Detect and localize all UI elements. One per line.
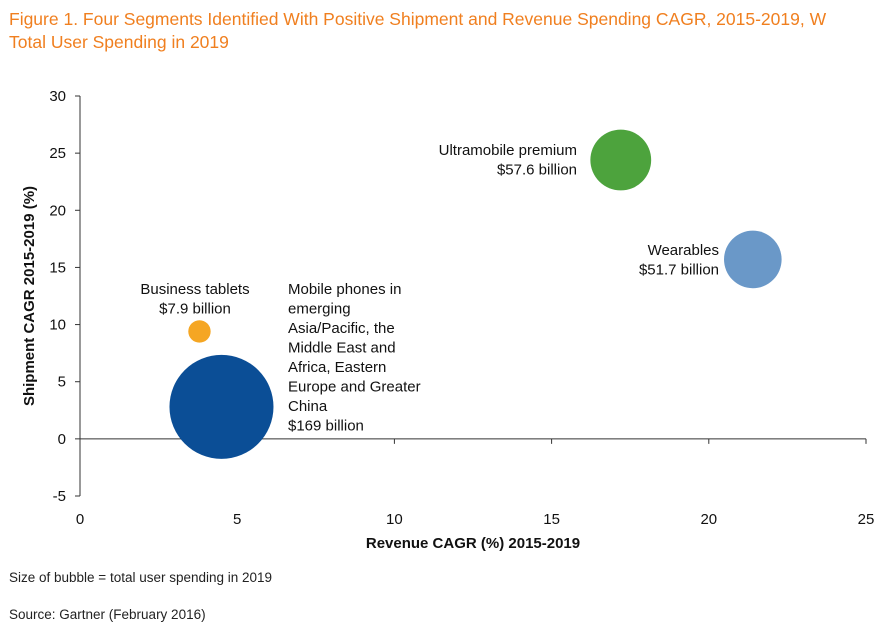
x-tick-label: 0 — [76, 511, 84, 528]
bubble-label-line: Wearables — [648, 242, 719, 259]
bubble-label-line: Business tablets — [140, 281, 249, 298]
bubble-label-line: $169 billion — [288, 418, 364, 435]
x-tick-label: 5 — [233, 511, 241, 528]
y-axis-title: Shipment CAGR 2015-2019 (%) — [21, 186, 38, 406]
y-tick-label: 20 — [49, 202, 66, 219]
y-tick-label: 15 — [49, 259, 66, 276]
bubble — [188, 320, 211, 343]
bubble-label-line: $57.6 billion — [497, 162, 577, 179]
bubble-label-line: Middle East and — [288, 340, 396, 357]
bubble-label-line: Africa, Eastern — [288, 359, 386, 376]
y-tick-label: 5 — [58, 374, 66, 391]
x-axis-title: Revenue CAGR (%) 2015-2019 — [366, 535, 580, 552]
bubble-labels: Business tablets $7.9 billion Mobile phone… — [140, 142, 719, 435]
y-tick-label: 25 — [49, 145, 66, 162]
bubble-label-line: China — [288, 398, 328, 415]
bubble — [169, 354, 274, 459]
bubble-label-line: Ultramobile premium — [439, 142, 577, 159]
bubbles — [169, 129, 782, 459]
bubble-label: Wearables $51.7 billion — [639, 242, 719, 279]
bubble-label: Business tablets $7.9 billion — [140, 281, 249, 318]
bubble-label: Mobile phones in emerging Asia/Pacific, th… — [288, 281, 421, 435]
bubble-size-note: Size of bubble = total user spending in … — [9, 570, 273, 585]
chart-title-line-2: Total User Spending in 2019 — [9, 32, 229, 52]
bubble-label: Ultramobile premium $57.6 billion — [439, 142, 577, 179]
bubble — [724, 230, 782, 289]
chart-title: Figure 1. Four Segments Identified With … — [9, 8, 893, 54]
bubble-label-line: emerging — [288, 301, 351, 318]
x-tick-label: 10 — [386, 511, 403, 528]
bubble-label-line: $7.9 billion — [159, 301, 231, 318]
x-tick-label: 15 — [543, 511, 560, 528]
source-note: Source: Gartner (February 2016) — [9, 607, 206, 622]
x-tick-label: 20 — [700, 511, 717, 528]
y-tick-label: 0 — [58, 431, 66, 448]
bubble-label-line: Europe and Greater — [288, 379, 421, 396]
chart-title-line-1: Figure 1. Four Segments Identified With … — [9, 9, 827, 29]
bubble — [590, 129, 652, 191]
y-tick-label: 30 — [49, 88, 66, 105]
bubble-label-line: Asia/Pacific, the — [288, 320, 395, 337]
y-tick-label: -5 — [53, 488, 66, 505]
x-tick-label: 25 — [858, 511, 875, 528]
y-tick-label: 10 — [49, 317, 66, 334]
bubble-label-line: $51.7 billion — [639, 262, 719, 279]
bubble-label-line: Mobile phones in — [288, 281, 401, 298]
